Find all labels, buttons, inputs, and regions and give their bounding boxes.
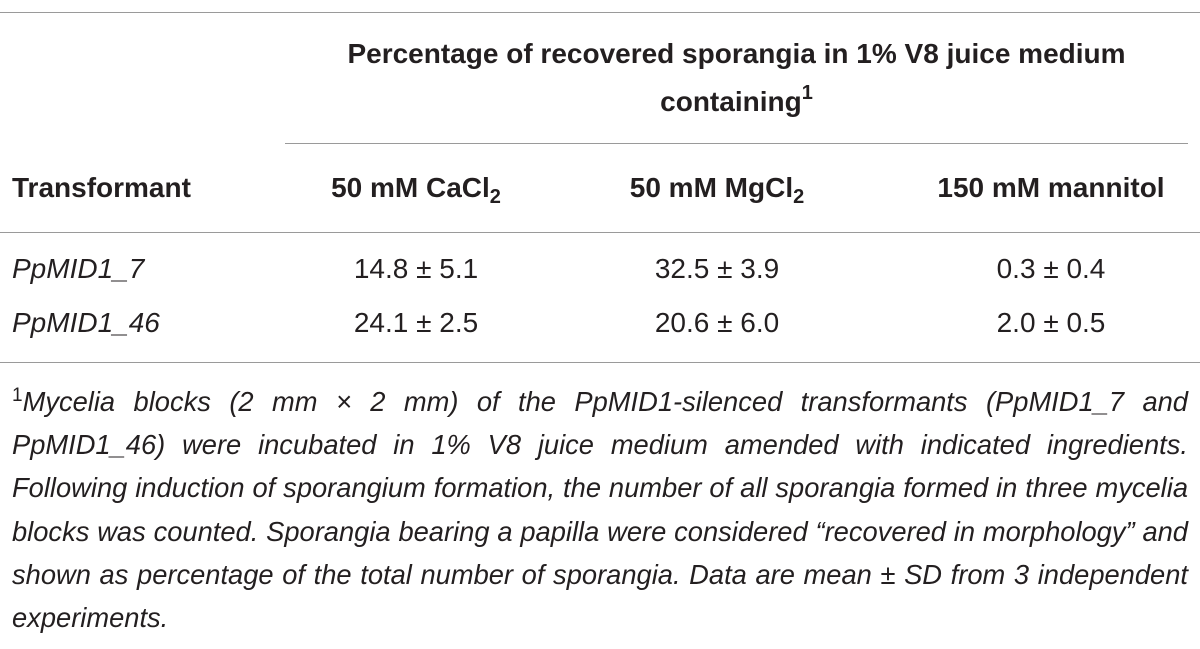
header-text: Transformant <box>12 172 191 203</box>
table-cell: 24.1 ± 2.5 <box>353 307 479 338</box>
table-cell: 20.6 ± 6.0 <box>654 307 780 338</box>
bottom-rule <box>0 362 1200 363</box>
header-text: 50 mM CaCl <box>331 172 490 203</box>
header-text: 50 mM MgCl <box>629 172 794 203</box>
subscript: 2 <box>793 186 805 208</box>
column-header: 150 mM mannitol <box>937 172 1164 204</box>
top-rule <box>0 12 1200 13</box>
footnote-mark: 1 <box>12 385 23 406</box>
header-rule <box>0 232 1200 233</box>
table-cell: 0.3 ± 0.4 <box>996 253 1106 284</box>
header-text: 150 mM mannitol <box>937 172 1165 203</box>
row-label: PpMID1_7 <box>12 253 145 284</box>
column-header: 50 mM MgCl2 <box>629 172 804 207</box>
table-cell: 2.0 ± 0.5 <box>996 307 1106 338</box>
footnote: 1Mycelia blocks (2 mm × 2 mm) of the PpM… <box>12 380 1188 639</box>
column-header: Transformant <box>12 172 191 204</box>
footnote-mark: 1 <box>801 82 813 104</box>
column-header: 50 mM CaCl2 <box>331 172 501 207</box>
table-cell: 32.5 ± 3.9 <box>654 253 780 284</box>
group-header-text: Percentage of recovered sporangia in 1% … <box>347 38 1126 117</box>
subscript: 2 <box>489 186 501 208</box>
table-cell: 14.8 ± 5.1 <box>353 253 479 284</box>
footnote-text: Mycelia blocks (2 mm × 2 mm) of the PpMI… <box>12 386 1188 634</box>
group-header: Percentage of recovered sporangia in 1% … <box>285 30 1188 126</box>
group-rule <box>285 143 1188 144</box>
row-label: PpMID1_46 <box>12 307 160 338</box>
